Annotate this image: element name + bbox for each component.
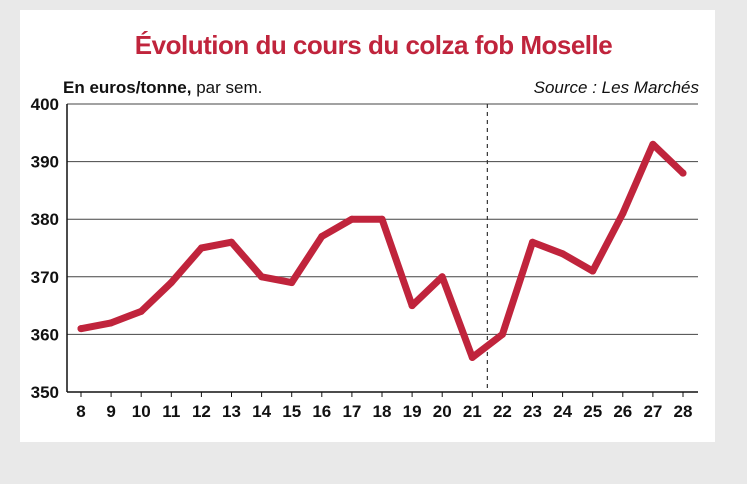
x-axis-ticks: 8 9 10 11 12 13 14 15 16 17 18 19 20 21 22 23 24 25 26 27 28 [76,392,692,421]
x-tick-label: 14 [252,402,271,421]
x-tick-label: 28 [674,402,693,421]
data-point [137,307,145,315]
y-tick-label: 350 [31,383,59,402]
y-axis-ticks: 350 360 370 380 390 400 [31,95,59,402]
line-chart: 350 360 370 380 390 400 8 9 10 11 12 13 14 15 16 17 18 1… [31,95,698,421]
y-tick-label: 380 [31,210,59,229]
x-tick-label: 21 [463,402,482,421]
data-point [378,215,386,223]
data-point [559,250,567,258]
chart-card [20,10,715,442]
x-tick-label: 26 [613,402,632,421]
x-tick-label: 23 [523,402,542,421]
data-point [529,238,536,246]
x-tick-label: 27 [643,402,662,421]
data-point [679,169,687,177]
x-tick-label: 18 [373,402,392,421]
data-point [619,209,627,217]
data-point [348,215,356,223]
data-point [167,279,175,287]
data-point [288,279,296,287]
x-tick-label: 16 [312,402,331,421]
data-point [228,238,235,246]
x-tick-label: 17 [342,402,361,421]
x-tick-label: 8 [76,402,85,421]
data-point [258,273,266,281]
data-point [498,330,506,338]
chart-title: Évolution du cours du colza fob Moselle [134,30,613,60]
unit-label: En euros/tonne, par sem. [63,78,262,98]
series-line [77,140,687,361]
x-tick-label: 25 [583,402,602,421]
y-tick-label: 370 [31,268,59,287]
x-tick-label: 10 [132,402,151,421]
y-tick-label: 390 [31,153,59,172]
x-tick-label: 12 [192,402,211,421]
x-tick-label: 9 [106,402,115,421]
data-point [438,273,446,281]
x-tick-label: 20 [433,402,452,421]
x-tick-label: 15 [282,402,301,421]
x-tick-label: 22 [493,402,512,421]
data-point [197,244,205,252]
x-tick-label: 19 [403,402,422,421]
unit-label-rest: par sem. [191,78,263,97]
x-tick-label: 13 [222,402,241,421]
data-point [589,267,597,275]
data-point [649,140,657,148]
data-point [318,232,326,240]
x-tick-label: 24 [553,402,572,421]
source-label: Source : Les Marchés [533,78,699,97]
data-point [107,319,115,327]
y-tick-label: 360 [31,325,59,344]
data-point [468,353,476,361]
data-point [408,302,416,310]
y-tick-label: 400 [31,95,59,114]
data-points [77,140,687,361]
data-point [77,325,85,333]
x-tick-label: 11 [162,402,180,421]
unit-label-bold: En euros/tonne, [63,78,192,97]
